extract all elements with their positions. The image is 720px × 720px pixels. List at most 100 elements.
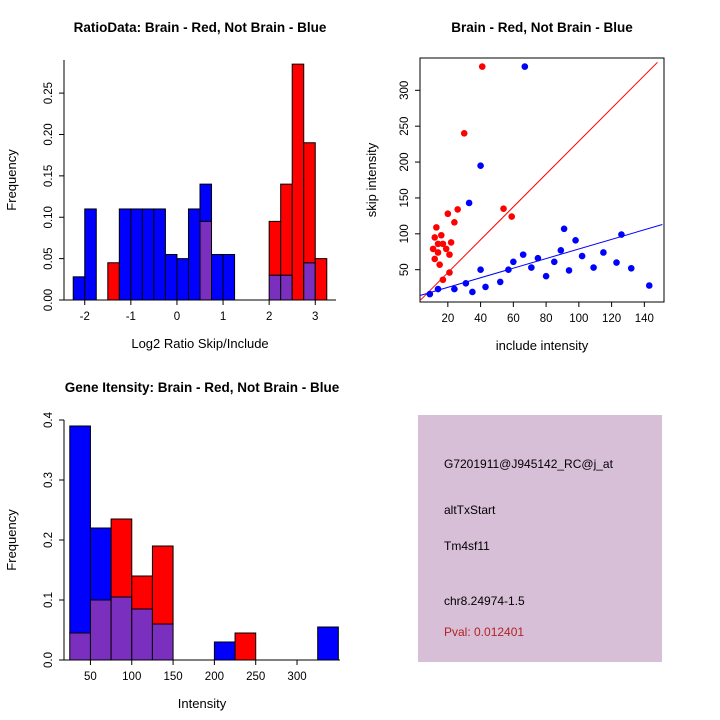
chart-title: Gene Itensity: Brain - Red, Not Brain - … xyxy=(65,380,340,395)
scatter-point xyxy=(510,258,517,266)
hist-bar xyxy=(222,253,236,301)
hist-bar xyxy=(107,262,120,301)
scatter-point xyxy=(429,245,437,253)
scatter-point xyxy=(439,276,447,284)
hist-bar xyxy=(268,220,282,276)
locus-text: chr8.24974-1.5 xyxy=(444,594,525,608)
scatter-point xyxy=(431,255,439,263)
hist-bar xyxy=(164,253,178,301)
hist-bar xyxy=(291,63,305,301)
scatter-point xyxy=(451,285,458,293)
x-tick-label: 100 xyxy=(569,313,588,325)
scatter-point xyxy=(572,236,579,244)
x-tick-label: 20 xyxy=(441,313,454,325)
hist-bar xyxy=(118,208,132,301)
scatter-point xyxy=(469,288,476,296)
y-tick-label: 0.00 xyxy=(43,289,55,311)
y-tick-label: 0.25 xyxy=(43,82,55,104)
hist-bar xyxy=(69,632,91,661)
scatter-point xyxy=(534,254,542,262)
scatter-point xyxy=(454,206,461,213)
scatter-point xyxy=(436,261,443,268)
scatter-point xyxy=(434,249,442,256)
x-tick-label: 3 xyxy=(312,311,318,323)
scatter-point xyxy=(565,267,573,274)
y-tick-label: 0.20 xyxy=(43,123,55,145)
gene-symbol-text: Tm4sf11 xyxy=(444,539,490,553)
chart-title: Brain - Red, Not Brain - Blue xyxy=(451,20,633,35)
scatter-point xyxy=(451,219,458,226)
y-tick-label: 0.15 xyxy=(43,165,55,187)
y-axis-label: skip intensity xyxy=(364,142,379,217)
x-tick-label: 80 xyxy=(540,313,553,325)
hist-bar xyxy=(280,183,293,276)
x-tick-label: 300 xyxy=(287,671,306,683)
y-axis-label: Frequency xyxy=(4,149,19,211)
reference-line xyxy=(419,61,658,301)
y-tick-label: 50 xyxy=(399,263,411,276)
hist-bar xyxy=(110,518,133,598)
hist-bar xyxy=(153,208,166,301)
scatter-point xyxy=(550,258,558,266)
y-tick-label: 250 xyxy=(399,117,411,136)
hist-bar xyxy=(130,208,143,301)
scatter-point xyxy=(557,247,565,254)
scatter-point xyxy=(519,251,527,258)
scatter-point xyxy=(508,213,516,220)
hist-bar xyxy=(213,641,236,661)
splice-type-text: altTxStart xyxy=(444,503,496,517)
x-tick-label: 50 xyxy=(84,671,97,683)
panel-info: G7201911@J945142_RC@j_at altTxStart Tm4s… xyxy=(360,360,720,720)
scatter-point xyxy=(478,63,486,70)
scatter-point xyxy=(477,266,484,274)
scatter-point xyxy=(442,245,450,253)
pval-text: Pval: 0.012401 xyxy=(444,625,525,639)
scatter-point xyxy=(645,282,653,289)
scatter-point xyxy=(444,210,452,218)
scatter-point xyxy=(613,259,620,266)
scatter-point xyxy=(542,272,550,280)
y-axis-label: Frequency xyxy=(4,509,19,571)
gene-intensity-histogram-chart: Gene Itensity: Brain - Red, Not Brain - … xyxy=(4,380,340,711)
x-tick-label: 0 xyxy=(174,311,180,323)
hist-bar xyxy=(314,258,328,301)
scatter-point xyxy=(460,130,468,137)
x-tick-label: 200 xyxy=(205,671,224,683)
hist-bar xyxy=(110,596,133,661)
hist-bar xyxy=(187,208,201,301)
scatter-point xyxy=(578,252,586,260)
hist-bar xyxy=(317,626,339,661)
x-tick-label: 140 xyxy=(635,313,654,325)
scatter-point xyxy=(439,240,447,248)
chart-title: RatioData: Brain - Red, Not Brain - Blue xyxy=(74,20,327,35)
y-tick-label: 0.2 xyxy=(43,532,55,548)
hist-bar xyxy=(176,258,189,301)
reference-line xyxy=(419,224,663,297)
x-tick-label: 250 xyxy=(246,671,265,683)
panel-ratio-histogram: RatioData: Brain - Red, Not Brain - Blue… xyxy=(0,0,360,360)
hist-bar xyxy=(89,527,112,601)
y-tick-label: 0.1 xyxy=(43,592,55,608)
scatter-point xyxy=(477,162,484,169)
ratio-histogram-chart: RatioData: Brain - Red, Not Brain - Blue… xyxy=(4,20,336,351)
x-tick-label: 40 xyxy=(474,313,487,325)
scatter-point xyxy=(431,234,439,241)
scatter-point xyxy=(434,240,442,248)
panel-gene-histogram: Gene Itensity: Brain - Red, Not Brain - … xyxy=(0,360,360,720)
hist-bar xyxy=(141,208,155,301)
scatter-point xyxy=(465,199,473,207)
plot-frame xyxy=(419,57,665,303)
scatter-point xyxy=(446,251,453,258)
x-tick-label: 150 xyxy=(163,671,182,683)
scatter-point xyxy=(627,264,635,272)
hist-bar xyxy=(268,274,282,301)
x-tick-label: -2 xyxy=(80,311,90,323)
scatter-point xyxy=(462,280,470,287)
y-tick-label: 100 xyxy=(399,224,411,243)
hist-bar xyxy=(199,183,213,222)
scatter-point xyxy=(447,239,455,246)
y-tick-label: 200 xyxy=(399,152,411,171)
hist-bar xyxy=(72,276,86,301)
hist-bar xyxy=(84,208,97,301)
